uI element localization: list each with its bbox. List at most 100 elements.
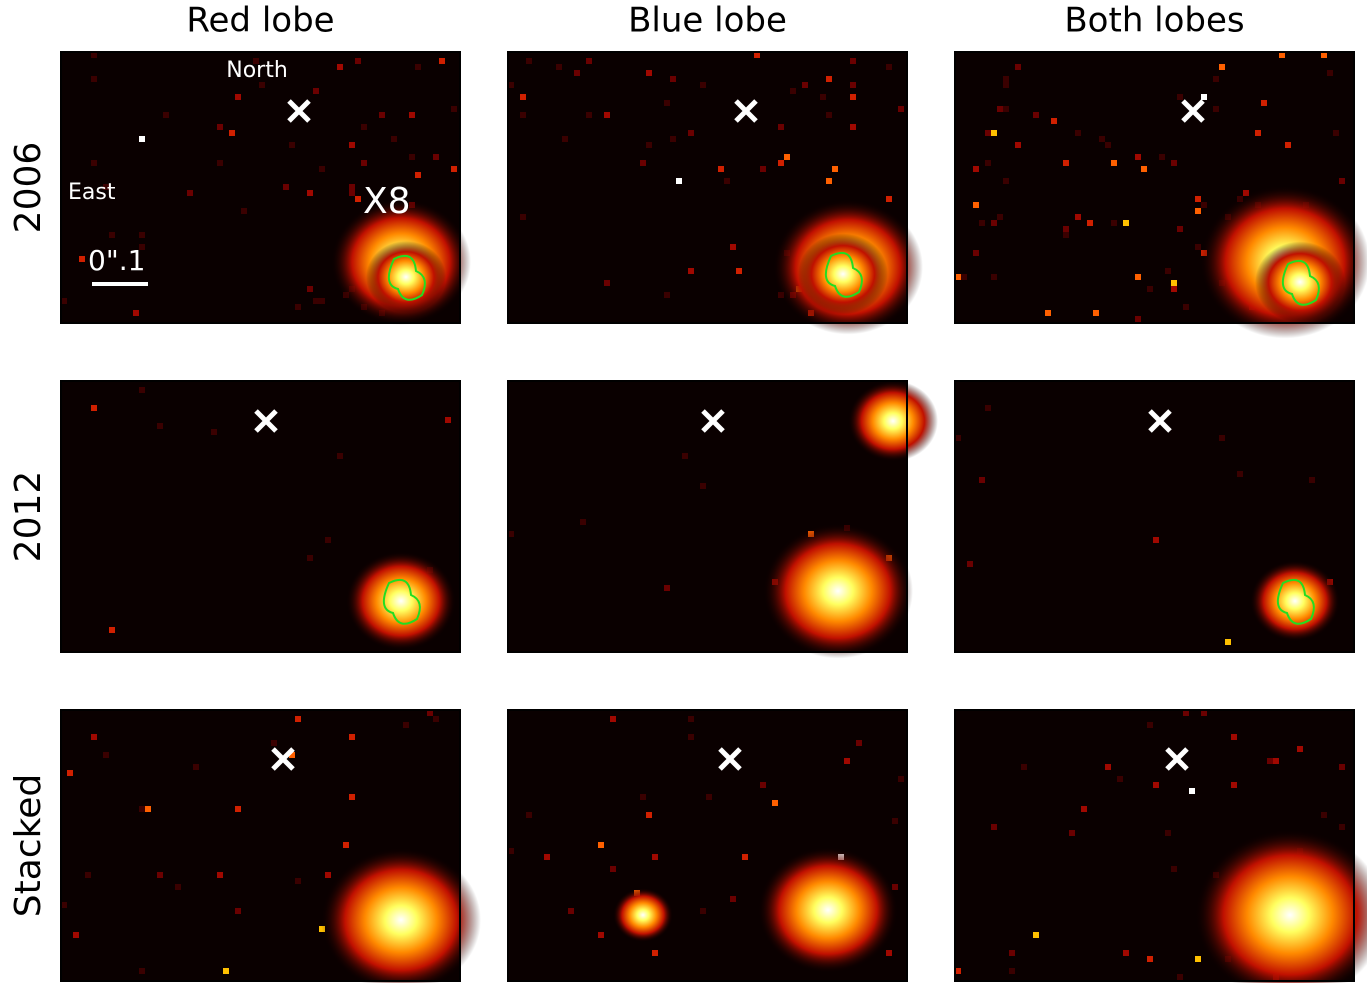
noise-pixel (586, 58, 592, 64)
noise-pixel (289, 142, 295, 148)
noise-pixel (1177, 974, 1183, 980)
noise-pixel (664, 100, 670, 106)
noise-pixel (1195, 956, 1201, 962)
noise-pixel (979, 220, 985, 226)
noise-pixel (1069, 830, 1075, 836)
noise-pixel (313, 298, 319, 304)
noise-pixel (790, 88, 796, 94)
noise-pixel (1141, 166, 1147, 172)
noise-pixel (349, 734, 355, 740)
noise-pixel (73, 932, 79, 938)
noise-pixel (1189, 788, 1195, 794)
noise-pixel (682, 453, 688, 459)
noise-pixel (1297, 746, 1303, 752)
noise-pixel (1123, 220, 1129, 226)
noise-pixel (109, 627, 115, 633)
noise-pixel (676, 178, 682, 184)
noise-pixel (145, 806, 151, 812)
noise-pixel (139, 232, 145, 238)
noise-pixel (1231, 734, 1237, 740)
noise-pixel (343, 842, 349, 848)
noise-pixel (1003, 76, 1009, 82)
noise-pixel (640, 160, 646, 166)
noise-pixel (1135, 316, 1141, 322)
noise-pixel (271, 740, 277, 746)
noise-pixel (778, 124, 784, 130)
noise-pixel (1045, 310, 1051, 316)
noise-pixel (646, 142, 652, 148)
noise-pixel (1339, 824, 1345, 830)
noise-pixel (706, 794, 712, 800)
noise-pixel (1009, 968, 1015, 974)
noise-pixel (664, 585, 670, 591)
noise-pixel (724, 178, 730, 184)
noise-pixel (520, 94, 526, 100)
noise-pixel (1201, 202, 1207, 208)
noise-pixel (1147, 286, 1153, 292)
noise-pixel (391, 136, 397, 142)
noise-pixel (451, 106, 457, 112)
emission-blob (758, 847, 898, 973)
image-panel (508, 381, 938, 659)
noise-pixel (850, 94, 856, 100)
noise-pixel (688, 268, 694, 274)
noise-pixel (1009, 950, 1015, 956)
noise-pixel (1147, 956, 1153, 962)
noise-pixel (1015, 64, 1021, 70)
noise-pixel (886, 196, 892, 202)
noise-pixel (361, 124, 367, 130)
noise-pixel (826, 76, 832, 82)
noise-pixel (598, 842, 604, 848)
emission-blob (798, 234, 888, 315)
noise-pixel (307, 190, 313, 196)
noise-pixel (997, 214, 1003, 220)
noise-pixel (1171, 286, 1177, 292)
noise-pixel (1081, 806, 1087, 812)
noise-pixel (784, 154, 790, 160)
noise-pixel (688, 130, 694, 136)
noise-pixel (1237, 471, 1243, 477)
noise-pixel (820, 94, 826, 100)
noise-pixel (1171, 160, 1177, 166)
noise-pixel (415, 172, 421, 178)
noise-pixel (403, 722, 409, 728)
noise-pixel (157, 423, 163, 429)
noise-pixel (355, 58, 361, 64)
noise-pixel (898, 776, 904, 782)
row-label: 2006 (8, 142, 49, 234)
noise-pixel (103, 752, 109, 758)
noise-pixel (157, 872, 163, 878)
noise-pixel (433, 154, 439, 160)
noise-pixel (1285, 142, 1291, 148)
figure: Red lobeBlue lobeBoth lobes20062012Stack… (0, 0, 1367, 983)
noise-pixel (1147, 722, 1153, 728)
noise-pixel (1327, 70, 1333, 76)
noise-pixel (139, 968, 145, 974)
noise-pixel (1219, 64, 1225, 70)
noise-pixel (349, 794, 355, 800)
noise-pixel (139, 806, 145, 812)
noise-pixel (1183, 304, 1189, 310)
noise-pixel (295, 304, 301, 310)
column-title: Red lobe (186, 1, 334, 41)
noise-pixel (1135, 154, 1141, 160)
noise-pixel (580, 519, 586, 525)
noise-pixel (451, 166, 457, 172)
noise-pixel (217, 160, 223, 166)
noise-pixel (439, 58, 445, 64)
noise-pixel (1117, 776, 1123, 782)
noise-pixel (802, 82, 808, 88)
noise-pixel (604, 112, 610, 118)
noise-pixel (700, 483, 706, 489)
noise-pixel (409, 154, 415, 160)
noise-pixel (235, 908, 241, 914)
noise-pixel (1177, 226, 1183, 232)
emission-blob (1250, 561, 1340, 642)
noise-pixel (307, 555, 313, 561)
noise-pixel (1003, 178, 1009, 184)
noise-pixel (526, 812, 532, 818)
noise-pixel (1225, 639, 1231, 645)
noise-pixel (832, 166, 838, 172)
east-label: East (68, 180, 116, 205)
noise-pixel (1309, 477, 1315, 483)
